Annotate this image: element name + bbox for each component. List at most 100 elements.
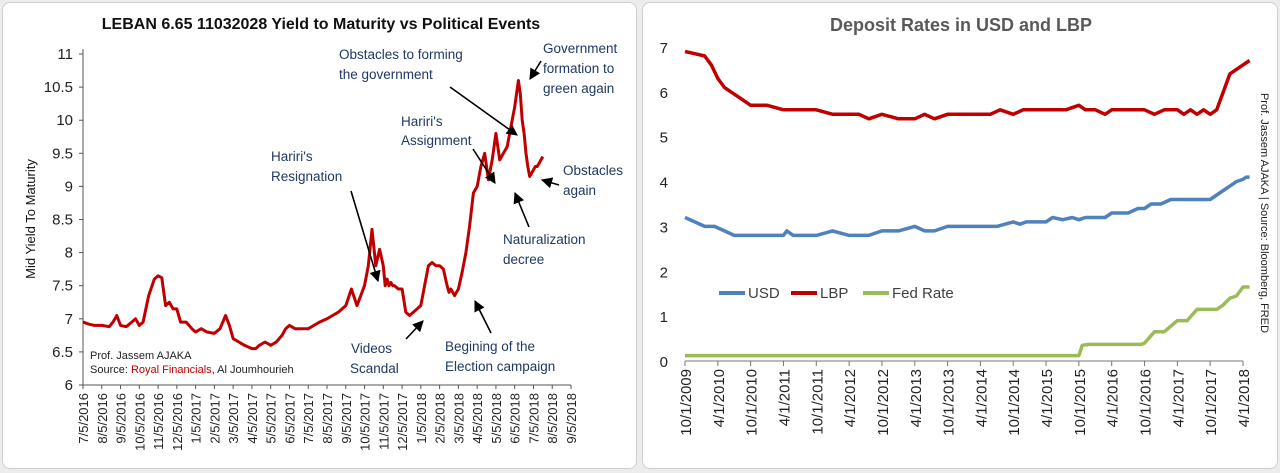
yield-x-tick-label: 8/5/2016 <box>95 393 110 444</box>
yield-y-tick-label: 7 <box>65 311 73 328</box>
yield-x-tick-label: 6/5/2018 <box>508 393 523 444</box>
yield-x-tick-label: 6/5/2017 <box>282 393 297 444</box>
arrow-hariri-assignment <box>472 148 496 184</box>
deposit-x-tick-label: 10/1/2016 <box>1138 369 1155 436</box>
annotation-government-formation-line3: green again <box>543 81 614 96</box>
legend-label-fed-rate: Fed Rate <box>892 285 954 302</box>
yield-x-tick-label: 1/5/2018 <box>414 393 429 444</box>
yield-x-tick-label: 7/5/2017 <box>301 393 316 444</box>
deposit-x-tick-label: 4/1/2012 <box>842 369 859 427</box>
deposit-chart-side-credit: Prof. Jassem AJAKA | Source: Bloomberg, … <box>1258 93 1270 333</box>
yield-x-tick-label: 4/5/2017 <box>245 393 260 444</box>
deposit-y-tick-label: 5 <box>660 130 668 147</box>
legend-label-lbp: LBP <box>820 285 848 302</box>
yield-x-tick-label: 10/5/2017 <box>358 393 373 451</box>
yield-x-tick-label: 2/5/2018 <box>433 393 448 444</box>
deposit-x-tick-label: 4/1/2018 <box>1236 369 1253 427</box>
arrow-videos-scandal <box>405 320 424 340</box>
yield-x-tick-label: 9/5/2018 <box>564 393 579 444</box>
yield-x-tick-label: 1/5/2017 <box>189 393 204 444</box>
credit-source-highlight: Royal Financials <box>131 364 212 376</box>
series-line-lbp <box>684 49 1251 121</box>
yield-chart-ylabel: Mid Yield To Maturity <box>23 159 38 279</box>
yield-y-tick-label: 9 <box>65 178 73 195</box>
credit-source-prefix: Source: <box>90 364 131 376</box>
annotation-arrows <box>350 60 560 340</box>
deposit-x-tick-label: 4/1/2014 <box>973 369 990 427</box>
arrow-election-campaign <box>474 299 492 334</box>
deposit-chart-title: Deposit Rates in USD and LBP <box>830 15 1092 35</box>
arrow-naturalization <box>513 191 530 228</box>
deposit-x-tick-label: 4/1/2010 <box>711 369 728 427</box>
deposit-x-tick-label: 10/1/2012 <box>875 369 892 436</box>
annotation-obstacles-again-line2: again <box>563 183 596 198</box>
yield-chart-panel: LEBAN 6.65 11032028 Yield to Maturity vs… <box>2 2 637 469</box>
yield-x-tick-label: 8/5/2017 <box>320 393 335 444</box>
arrow-obstacles-forming <box>449 86 518 136</box>
deposit-x-tick-label: 10/1/2013 <box>941 369 958 436</box>
annotation-government-formation: Government formation to green again <box>543 41 618 96</box>
annotation-naturalization-line1: Naturalization <box>503 232 586 247</box>
annotation-hariri-resignation-line2: Resignation <box>271 169 342 184</box>
yield-x-tick-label: 5/5/2017 <box>264 393 279 444</box>
deposit-x-tick-label: 4/1/2017 <box>1170 369 1187 427</box>
deposit-x-tick-label: 4/1/2013 <box>908 369 925 427</box>
deposit-y-tick-label: 3 <box>660 219 668 236</box>
yield-x-tick-label: 8/5/2018 <box>545 393 560 444</box>
yield-chart: LEBAN 6.65 11032028 Yield to Maturity vs… <box>23 16 623 451</box>
series-line-usd <box>684 175 1250 238</box>
annotation-obstacles-again: Obstacles again <box>563 163 623 198</box>
yield-x-tick-label: 2/5/2017 <box>207 393 222 444</box>
deposit-x-tick-label: 4/1/2016 <box>1105 369 1122 427</box>
deposit-y-tick-label: 0 <box>660 354 668 371</box>
deposit-x-tick-label: 4/1/2011 <box>776 369 793 426</box>
annotation-election-campaign-line2: Election campaign <box>445 359 555 374</box>
annotation-hariri-assignment-line1: Hariri's <box>401 114 443 129</box>
arrow-government-formation <box>529 60 542 80</box>
annotation-obstacles-forming-line1: Obstacles to forming <box>339 47 463 62</box>
deposit-chart-legend: USD LBP Fed Rate <box>719 285 954 302</box>
annotation-hariri-resignation: Hariri's Resignation <box>271 149 342 184</box>
yield-x-tick-label: 11/5/2017 <box>376 393 391 450</box>
yield-x-tick-label: 12/5/2016 <box>170 393 185 451</box>
annotation-videos-scandal: Videos Scandal <box>350 341 399 376</box>
yield-x-tick-label: 11/5/2016 <box>151 393 166 450</box>
yield-y-tick-label: 6 <box>65 377 73 394</box>
annotation-obstacles-again-line1: Obstacles <box>563 163 623 178</box>
yield-chart-credit-source: Source: Royal Financials, Al Joumhourieh <box>90 364 294 376</box>
annotation-government-formation-line1: Government <box>543 41 618 56</box>
yield-x-tick-label: 7/5/2016 <box>76 393 91 444</box>
yield-y-tick-label: 9.5 <box>52 145 73 162</box>
yield-x-tick-label: 4/5/2018 <box>470 393 485 444</box>
yield-x-tick-label: 3/5/2018 <box>451 393 466 444</box>
yield-x-tick-label: 9/5/2017 <box>339 393 354 444</box>
annotation-naturalization-line2: decree <box>503 252 544 267</box>
yield-series-line <box>82 79 545 351</box>
deposit-x-tick-label: 10/1/2009 <box>678 369 695 436</box>
arrow-obstacles-again <box>540 177 560 189</box>
deposit-y-tick-label: 6 <box>660 85 668 102</box>
deposit-x-tick-label: 10/1/2015 <box>1072 369 1089 436</box>
yield-x-tick-label: 12/5/2017 <box>395 393 410 451</box>
yield-x-tick-label: 10/5/2016 <box>132 393 147 451</box>
yield-chart-title: LEBAN 6.65 11032028 Yield to Maturity vs… <box>102 16 541 33</box>
deposit-y-tick-label: 7 <box>660 40 668 57</box>
deposit-x-tick-label: 10/1/2010 <box>744 369 761 436</box>
legend-label-usd: USD <box>748 285 780 302</box>
deposit-x-tick-label: 10/1/2014 <box>1006 369 1023 436</box>
yield-x-tick-label: 7/5/2018 <box>526 393 541 444</box>
deposit-y-tick-label: 2 <box>660 264 668 281</box>
yield-x-tick-label: 3/5/2017 <box>226 393 241 444</box>
annotation-videos-scandal-line2: Scandal <box>350 361 399 376</box>
deposit-y-tick-label: 4 <box>660 175 668 192</box>
credit-source-rest: , Al Joumhourieh <box>212 364 294 376</box>
yield-y-tick-label: 10 <box>56 112 73 129</box>
annotation-election-campaign-line1: Begining of the <box>445 339 535 354</box>
deposit-x-tick-label: 10/1/2011 <box>809 369 826 435</box>
annotation-election-campaign: Begining of the Election campaign <box>445 339 555 374</box>
annotation-hariri-assignment: Hariri's Assignment <box>401 114 472 148</box>
yield-y-tick-label: 10.5 <box>44 79 73 96</box>
deposit-rates-panel: 7 6 5 4 3 2 1 0 10/1/2009 4/1/2010 10/1/2010 4/1/20… <box>642 2 1278 469</box>
deposit-x-tick-label: 10/1/2017 <box>1203 369 1220 436</box>
deposit-y-tick-label: 1 <box>660 309 668 326</box>
